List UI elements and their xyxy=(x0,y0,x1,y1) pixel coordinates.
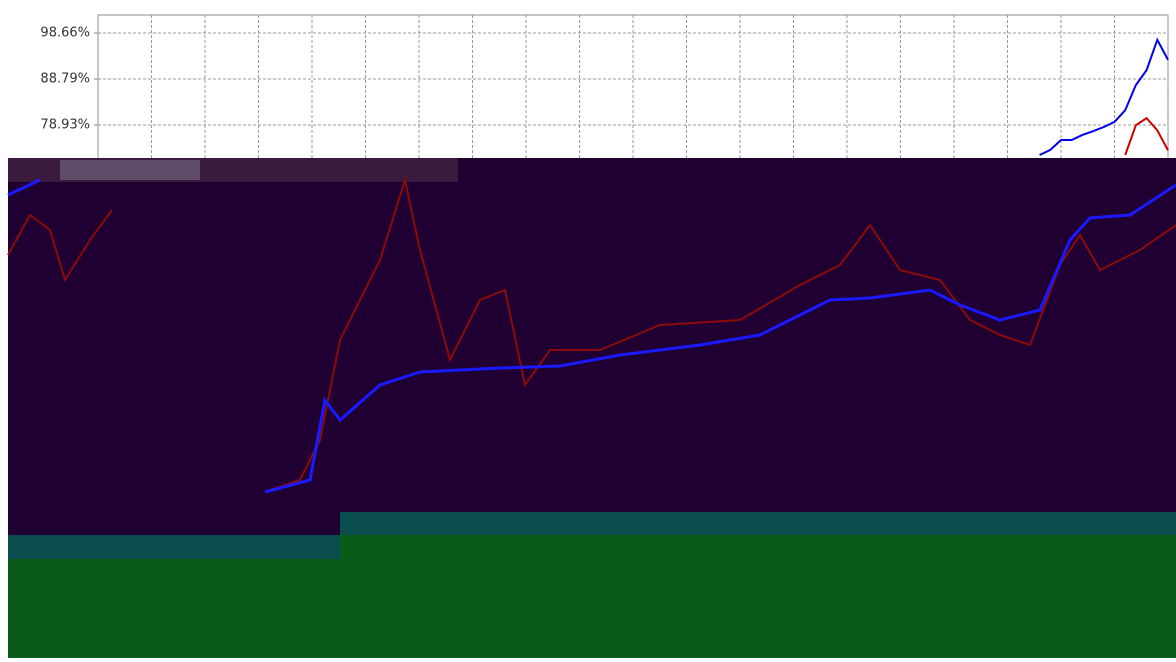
y-tick-label: 78.93% xyxy=(40,117,90,132)
glitch-strip xyxy=(60,160,200,180)
glitch-line xyxy=(7,178,1176,494)
y-tick-label: 98.66% xyxy=(40,25,90,40)
glitch-block xyxy=(340,512,1176,535)
series-line xyxy=(1039,37,1169,156)
series-line xyxy=(1124,116,1169,156)
glitch-block xyxy=(8,158,1176,535)
y-tick-label: 88.79% xyxy=(40,72,90,87)
glitch-strip xyxy=(8,535,340,559)
glitch-overlay xyxy=(7,158,1176,658)
glitch-line xyxy=(7,176,1176,491)
